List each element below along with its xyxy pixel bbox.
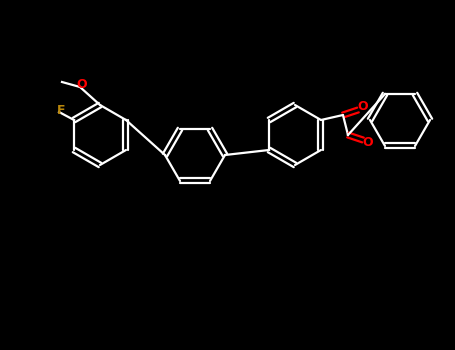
Text: O: O xyxy=(77,78,87,91)
Text: F: F xyxy=(57,104,65,117)
Text: O: O xyxy=(363,136,373,149)
Text: O: O xyxy=(358,100,368,113)
